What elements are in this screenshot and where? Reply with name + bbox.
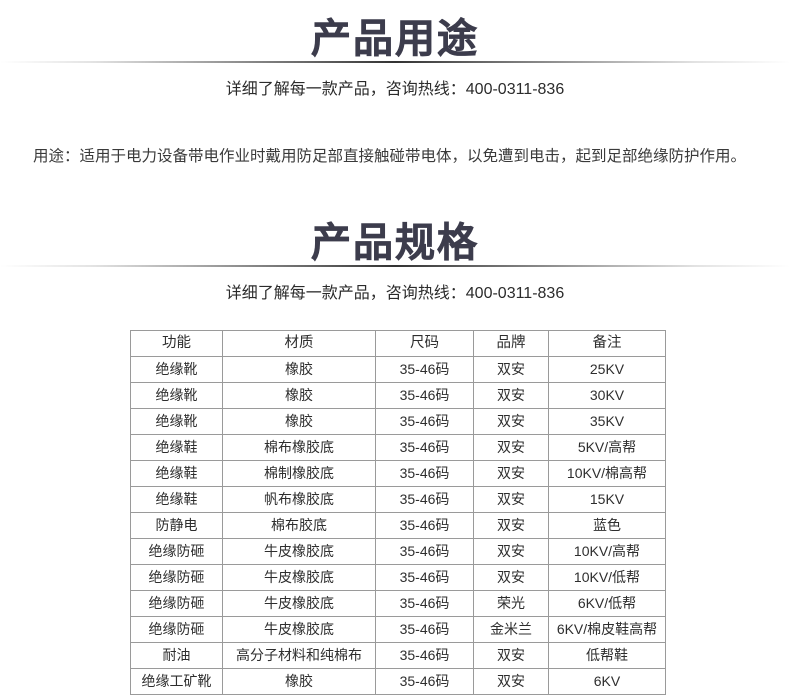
table-cell: 双安 (473, 408, 549, 435)
table-cell: 35-46码 (375, 434, 474, 461)
table-row: 绝缘防砸 牛皮橡胶底 35-46码 荣光 6KV/低帮 (130, 590, 666, 617)
table-row: 耐油 高分子材料和纯棉布 35-46码 双安 低帮鞋 (130, 642, 666, 669)
usage-section-subtitle: 详细了解每一款产品，咨询热线：400-0311-836 (225, 81, 565, 99)
table-cell: 金米兰 (473, 616, 549, 643)
table-cell: 低帮鞋 (548, 642, 666, 669)
table-cell: 帆布橡胶底 (222, 486, 376, 513)
table-cell: 双安 (473, 382, 549, 409)
spec-table-wrapper: 功能 材质 尺码 品牌 备注 绝缘靴 橡胶 35-46码 双安 25KV 绝缘靴 橡胶 35-46码双… (0, 330, 790, 695)
table-cell: 牛皮橡胶底 (222, 538, 376, 565)
table-cell: 35-46码 (375, 538, 474, 565)
table-cell: 橡胶 (222, 382, 376, 409)
table-cell: 10KV/高帮 (548, 538, 666, 565)
table-cell: 5KV/高帮 (548, 434, 666, 461)
table-cell: 6KV (548, 668, 666, 695)
table-cell: 橡胶 (222, 668, 376, 695)
spec-title-divider (0, 265, 790, 268)
table-cell: 双安 (473, 668, 549, 695)
spec-section-title: 产品规格 (311, 220, 479, 266)
table-row: 绝缘鞋 棉制橡胶底 35-46码 双安 10KV/棉高帮 (130, 460, 666, 487)
spec-section-subtitle: 详细了解每一款产品，咨询热线：400-0311-836 (225, 285, 565, 303)
table-cell: 绝缘工矿靴 (130, 668, 223, 695)
table-column-header: 尺码 (375, 330, 474, 357)
table-column-header: 材质 (222, 330, 376, 357)
table-cell: 绝缘鞋 (130, 460, 223, 487)
usage-title-divider (0, 61, 790, 64)
table-cell: 绝缘鞋 (130, 434, 223, 461)
table-cell: 双安 (473, 512, 549, 539)
table-cell: 35-46码 (375, 486, 474, 513)
table-cell: 棉布胶底 (222, 512, 376, 539)
table-header-row: 功能 材质 尺码 品牌 备注 (130, 330, 666, 357)
table-row: 绝缘靴 橡胶 35-46码 双安 30KV (130, 382, 666, 409)
table-row: 绝缘鞋 棉布橡胶底 35-46码 双安 5KV/高帮 (130, 434, 666, 461)
usage-description-text: 用途：适用于电力设备带电作业时戴用防足部直接触碰带电体，以免遭到电击，起到足部绝… (33, 147, 747, 165)
table-cell: 双安 (473, 538, 549, 565)
table-cell: 牛皮橡胶底 (222, 616, 376, 643)
table-cell: 35-46码 (375, 668, 474, 695)
table-row: 防静电 棉布胶底 35-46码 双安 蓝色 (130, 512, 666, 539)
table-cell: 绝缘防砸 (130, 564, 223, 591)
table-cell: 双安 (473, 642, 549, 669)
table-cell: 防静电 (130, 512, 223, 539)
table-row: 绝缘鞋 帆布橡胶底 35-46码 双安 15KV (130, 486, 666, 513)
table-cell: 双安 (473, 564, 549, 591)
table-column-header: 备注 (548, 330, 666, 357)
table-cell: 荣光 (473, 590, 549, 617)
table-row: 绝缘防砸 牛皮橡胶底 35-46码 双安 10KV/高帮 (130, 538, 666, 565)
table-cell: 绝缘靴 (130, 356, 223, 383)
table-cell: 6KV/棉皮鞋高帮 (548, 616, 666, 643)
table-row: 绝缘工矿靴 橡胶 35-46码 双安 6KV (130, 668, 666, 695)
usage-section-header: 产品用途 详细了解每一款产品，咨询热线：400-0311-836 (0, 16, 790, 102)
table-cell: 35-46码 (375, 616, 474, 643)
table-cell: 双安 (473, 460, 549, 487)
table-cell: 双安 (473, 356, 549, 383)
usage-body-block: 用途：适用于电力设备带电作业时戴用防足部直接触碰带电体，以免遭到电击，起到足部绝… (0, 127, 790, 185)
table-cell: 35-46码 (375, 356, 474, 383)
table-cell: 耐油 (130, 642, 223, 669)
spec-section-header: 产品规格 详细了解每一款产品，咨询热线：400-0311-836 (0, 220, 790, 306)
table-row: 绝缘防砸 牛皮橡胶底 35-46码 金米兰 6KV/棉皮鞋高帮 (130, 616, 666, 643)
table-cell: 6KV/低帮 (548, 590, 666, 617)
table-cell: 35-46码 (375, 564, 474, 591)
table-cell: 35-46码 (375, 590, 474, 617)
table-cell: 35KV (548, 408, 666, 435)
table-cell: 棉制橡胶底 (222, 460, 376, 487)
table-cell: 棉布橡胶底 (222, 434, 376, 461)
table-row: 绝缘防砸 牛皮橡胶底 35-46码 双安 10KV/低帮 (130, 564, 666, 591)
table-cell: 30KV (548, 382, 666, 409)
table-row: 绝缘靴 橡胶 35-46码 双安 25KV (130, 356, 666, 383)
usage-section-title: 产品用途 (311, 16, 479, 62)
table-cell: 双安 (473, 486, 549, 513)
table-column-header: 品牌 (473, 330, 549, 357)
table-row: 绝缘靴 橡胶 35-46码 双安 35KV (130, 408, 666, 435)
table-cell: 10KV/低帮 (548, 564, 666, 591)
table-cell: 35-46码 (375, 408, 474, 435)
table-cell: 绝缘防砸 (130, 590, 223, 617)
spec-table-head: 功能 材质 尺码 品牌 备注 (130, 330, 666, 357)
table-cell: 35-46码 (375, 642, 474, 669)
table-cell: 高分子材料和纯棉布 (222, 642, 376, 669)
table-cell: 绝缘防砸 (130, 538, 223, 565)
table-cell: 10KV/棉高帮 (548, 460, 666, 487)
table-cell: 25KV (548, 356, 666, 383)
product-spec-table: 功能 材质 尺码 品牌 备注 绝缘靴 橡胶 35-46码 双安 25KV 绝缘靴 橡胶 35-46码双… (130, 330, 666, 695)
table-cell: 35-46码 (375, 460, 474, 487)
table-cell: 绝缘靴 (130, 382, 223, 409)
table-column-header: 功能 (130, 330, 223, 357)
table-cell: 35-46码 (375, 382, 474, 409)
table-cell: 绝缘防砸 (130, 616, 223, 643)
table-cell: 35-46码 (375, 512, 474, 539)
table-cell: 橡胶 (222, 408, 376, 435)
table-cell: 橡胶 (222, 356, 376, 383)
spec-table-body: 绝缘靴 橡胶 35-46码 双安 25KV 绝缘靴 橡胶 35-46码 双安 30KV 绝缘靴 橡胶 3… (130, 356, 666, 695)
table-cell: 绝缘靴 (130, 408, 223, 435)
table-cell: 15KV (548, 486, 666, 513)
table-cell: 牛皮橡胶底 (222, 564, 376, 591)
table-cell: 绝缘鞋 (130, 486, 223, 513)
table-cell: 蓝色 (548, 512, 666, 539)
table-cell: 牛皮橡胶底 (222, 590, 376, 617)
table-cell: 双安 (473, 434, 549, 461)
